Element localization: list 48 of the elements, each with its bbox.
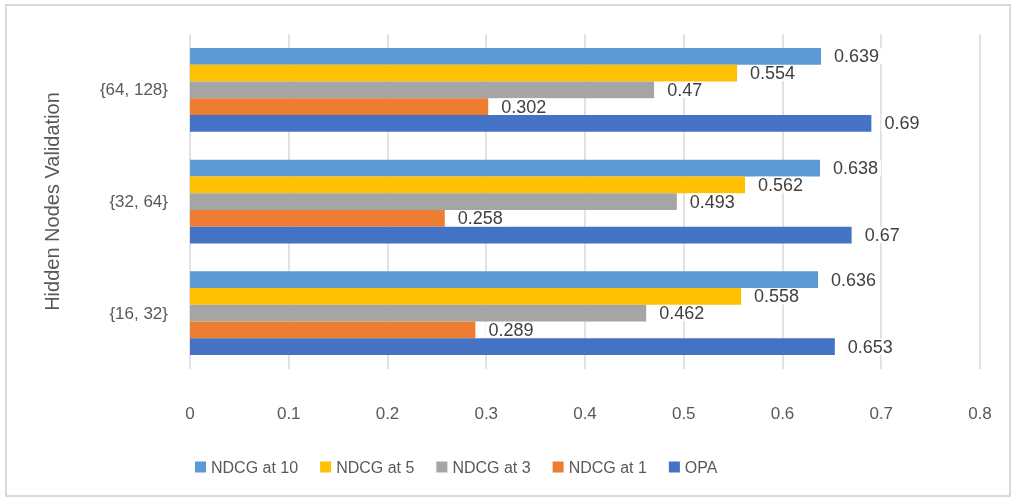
x-tick-label: 0.5 xyxy=(671,404,696,423)
x-tick-label: 0.7 xyxy=(869,404,894,423)
data-label: 0.554 xyxy=(750,63,796,84)
legend-label: NDCG at 3 xyxy=(452,458,531,476)
bar xyxy=(190,338,835,356)
data-label: 0.558 xyxy=(754,286,800,307)
legend-label: NDCG at 1 xyxy=(568,458,647,476)
data-label: 0.462 xyxy=(659,303,705,324)
y-axis-title: Hidden Nodes Validation xyxy=(41,92,63,311)
x-tick-label: 0.2 xyxy=(375,404,400,423)
y-tick-label: {16, 32} xyxy=(109,303,169,323)
x-tick-label: 0.4 xyxy=(573,404,597,423)
bar xyxy=(190,321,476,339)
data-label: 0.69 xyxy=(884,113,920,134)
data-label: 0.636 xyxy=(831,269,877,290)
legend-label: OPA xyxy=(684,458,718,476)
bar xyxy=(190,98,489,115)
bar xyxy=(190,64,738,82)
bar xyxy=(190,288,742,305)
data-label: 0.638 xyxy=(833,158,879,178)
data-label: 0.258 xyxy=(457,208,503,229)
legend-label: NDCG at 10 xyxy=(211,458,299,476)
x-tick-label: 0 xyxy=(185,404,195,423)
bar xyxy=(190,304,647,322)
y-tick-label: {32, 64} xyxy=(109,192,169,211)
bar xyxy=(190,193,677,210)
data-label: 0.67 xyxy=(864,225,900,245)
bar xyxy=(190,81,655,99)
x-tick-label: 0.1 xyxy=(276,404,301,423)
bar xyxy=(190,176,745,194)
bar xyxy=(190,226,852,244)
x-tick-label: 0.8 xyxy=(968,404,992,423)
data-label: 0.653 xyxy=(847,336,893,357)
bar xyxy=(190,209,445,227)
data-label: 0.562 xyxy=(757,174,804,195)
bar xyxy=(190,159,821,177)
data-label: 0.289 xyxy=(488,319,534,340)
legend-label: NDCG at 5 xyxy=(336,458,415,476)
data-label: 0.47 xyxy=(667,79,703,100)
bar xyxy=(190,271,819,289)
data-label: 0.639 xyxy=(834,46,880,67)
bar xyxy=(190,114,872,132)
x-tick-label: 0.6 xyxy=(770,404,795,423)
x-tick-label: 0.3 xyxy=(474,404,499,423)
bar xyxy=(190,47,822,65)
data-label: 0.493 xyxy=(689,191,735,212)
data-label: 0.302 xyxy=(501,96,547,117)
y-tick-label: {64, 128} xyxy=(99,80,169,100)
